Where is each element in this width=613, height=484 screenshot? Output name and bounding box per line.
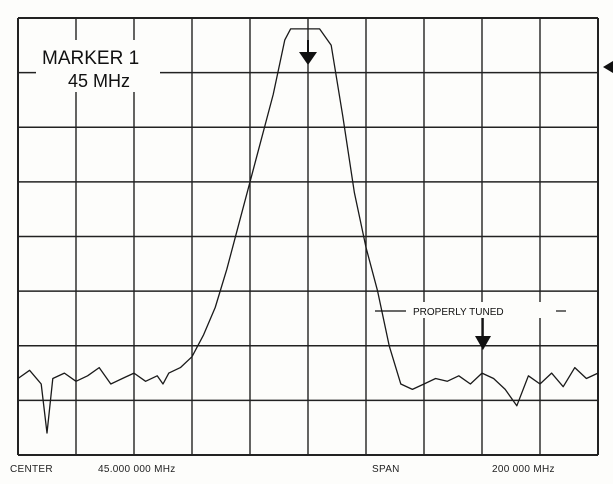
span-label: SPAN <box>372 464 400 475</box>
properly-tuned-callout: PROPERLY TUNED <box>375 302 566 350</box>
center-label: CENTER <box>10 464 53 475</box>
marker-frequency: 45 MHz <box>68 71 130 91</box>
center-value: 45.000 000 MHz <box>98 464 176 475</box>
marker-box: MARKER 1 45 MHz <box>36 40 160 92</box>
properly-tuned-label: PROPERLY TUNED <box>413 307 504 318</box>
reference-level-arrow-icon <box>603 61 613 73</box>
span-value: 200 000 MHz <box>492 464 555 475</box>
tuned-arrow-icon <box>475 336 491 350</box>
peak-marker-arrow-icon <box>299 40 317 65</box>
marker-label: MARKER 1 <box>42 48 139 69</box>
plot-grid <box>17 17 599 456</box>
spectrum-trace <box>17 28 599 434</box>
